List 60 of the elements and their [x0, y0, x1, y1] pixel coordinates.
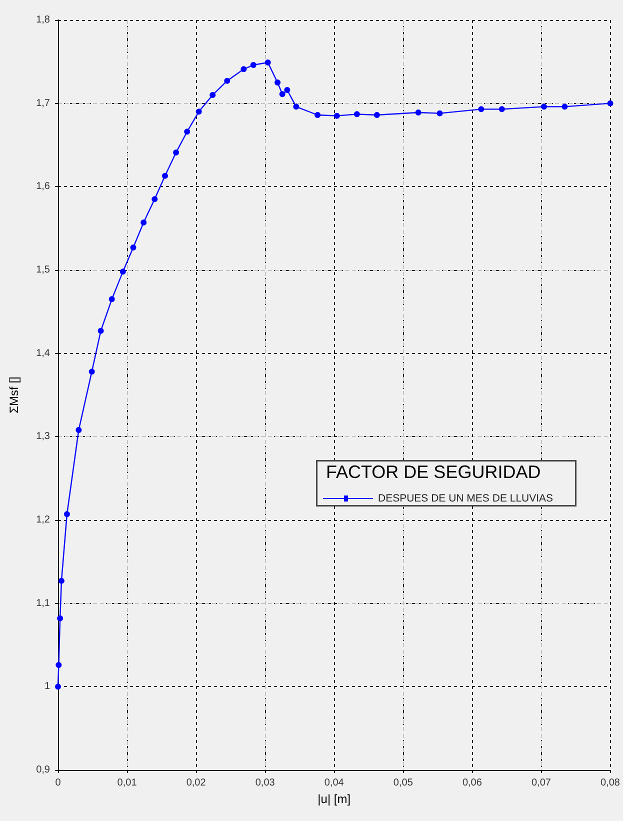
y-tick-label: 1,6 — [36, 181, 50, 192]
x-tick-label: 0,04 — [324, 778, 344, 788]
point — [250, 62, 256, 68]
y-tick-label: 1 — [44, 681, 50, 692]
point — [56, 662, 62, 668]
point — [541, 104, 547, 110]
point — [374, 112, 380, 118]
point — [274, 80, 281, 86]
point — [279, 91, 286, 98]
point — [58, 578, 64, 584]
point — [562, 104, 568, 110]
point — [55, 684, 61, 690]
y-tick-label: 1,1 — [36, 598, 50, 609]
x-tick-label: 0,07 — [532, 778, 552, 788]
point — [98, 328, 104, 334]
point — [607, 100, 614, 106]
point — [64, 511, 70, 518]
point — [196, 108, 202, 115]
y-tick-label: 1,7 — [36, 98, 50, 109]
x-tick-label: 0,05 — [393, 778, 414, 788]
y-tick-label: 1,3 — [36, 431, 50, 442]
point — [173, 150, 180, 156]
y-tick-label: 1,8 — [36, 14, 50, 26]
point — [140, 220, 147, 226]
point — [314, 112, 321, 118]
legend-title: FACTOR DE SEGURIDAD — [326, 462, 541, 482]
y-tick-label: 1,2 — [36, 514, 50, 526]
point — [498, 106, 505, 112]
y-tick-label: 1,4 — [36, 348, 50, 359]
point — [354, 111, 360, 118]
point — [162, 172, 168, 179]
x-axis-title: |u| [m] — [318, 792, 351, 806]
point — [478, 106, 484, 112]
point — [415, 110, 422, 116]
point — [120, 268, 126, 275]
point — [436, 110, 443, 116]
point — [293, 104, 300, 110]
point — [264, 60, 271, 66]
x-tick-label: 0,02 — [186, 778, 206, 788]
point — [210, 92, 216, 98]
y-axis-title: ΣMsf [] — [7, 376, 21, 414]
point — [108, 296, 115, 302]
legend-label: DESPUES DE UN MES DE LLUVIAS — [378, 492, 554, 504]
point — [57, 615, 64, 622]
x-tick-label: 0 — [55, 778, 62, 788]
point — [152, 196, 158, 202]
point — [88, 368, 95, 375]
x-tick-label: 0,06 — [462, 778, 482, 788]
y-tick-label: 0,9 — [36, 764, 50, 776]
point — [76, 427, 82, 433]
x-tick-label: 0,03 — [255, 778, 276, 788]
x-tick-label: 0,01 — [117, 778, 138, 788]
point — [284, 87, 290, 93]
point — [334, 112, 340, 119]
x-tick-label: 0,08 — [600, 778, 620, 788]
point — [184, 128, 190, 135]
point — [224, 78, 230, 84]
y-tick-label: 1,5 — [36, 264, 50, 276]
point — [130, 244, 136, 250]
point — [240, 66, 247, 72]
